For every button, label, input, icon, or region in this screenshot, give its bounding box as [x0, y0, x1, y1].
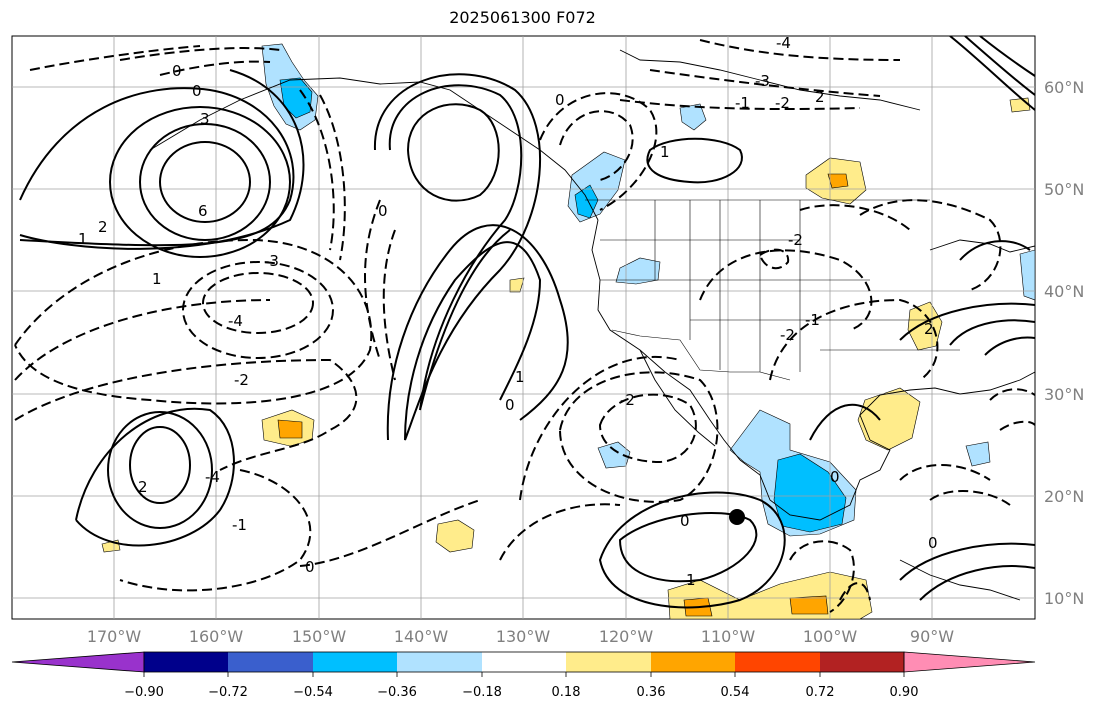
lat-label: 10°N: [1044, 589, 1084, 608]
shading-layer: [101, 43, 1035, 619]
colorbar-tick-label: −0.36: [377, 685, 417, 700]
contour-label: -2: [775, 94, 790, 112]
lat-label: 60°N: [1044, 78, 1084, 97]
lat-label: 40°N: [1044, 282, 1084, 301]
contour-label: 0: [928, 534, 938, 552]
lon-label: 90°W: [910, 627, 954, 646]
colorbar-tick-label: 0.90: [890, 685, 919, 700]
contour-label: -3: [264, 252, 279, 270]
contour-label: 0: [172, 62, 182, 80]
contour-label: 0: [505, 396, 515, 414]
lat-label: 30°N: [1044, 385, 1084, 404]
contour-label: -4: [776, 34, 791, 52]
contour-label: 2: [924, 320, 934, 338]
contour-labels: -4 -3 -2 -1 0 1 2 3 6 0 2 1 0 -2 -3 -4 0…: [78, 34, 938, 589]
contour-label: -1: [805, 311, 820, 329]
contour-label: 0: [378, 202, 388, 220]
latitude-axis: 60°N 50°N 40°N 30°N 20°N 10°N: [1044, 78, 1084, 608]
colorbar-segment: [566, 652, 651, 672]
lon-label: 110°W: [701, 627, 756, 646]
contour-label: -3: [755, 72, 770, 90]
colorbar-segment: [313, 652, 397, 672]
longitude-axis: 170°W 160°W 150°W 140°W 130°W 120°W 110°…: [87, 627, 954, 646]
contour-label: 2: [138, 478, 148, 496]
lon-label: 100°W: [803, 627, 858, 646]
contour-label: 1: [660, 143, 670, 161]
contour-label: 6: [198, 202, 208, 220]
contour-label: 0: [830, 468, 840, 486]
contour-label: 0: [680, 512, 690, 530]
contour-label: 0: [192, 82, 202, 100]
colorbar-segment: [144, 652, 228, 672]
lat-label: 20°N: [1044, 487, 1084, 506]
colorbar-segment: [735, 652, 820, 672]
colorbar-tick-label: 0.72: [806, 685, 835, 700]
contour-label: 2: [98, 218, 108, 236]
contour-label: -4: [228, 312, 243, 330]
contour-label: -2: [788, 231, 803, 249]
contour-label: 1: [515, 368, 525, 386]
colorbar-segment: [820, 652, 904, 672]
colorbar: −0.90 −0.72 −0.54 −0.36 −0.18 0.18 0.36 …: [11, 651, 1036, 700]
coastlines: [149, 49, 1035, 601]
contour-label: 1: [78, 230, 88, 248]
contour-label: 1: [686, 571, 696, 589]
contour-label: -1: [232, 516, 247, 534]
lon-label: 120°W: [599, 627, 654, 646]
dashed-contours: [14, 39, 1035, 613]
lat-label: 50°N: [1044, 180, 1084, 199]
colorbar-segment: [651, 652, 735, 672]
contour-label: 2: [815, 88, 825, 106]
contour-label: -4: [205, 468, 220, 486]
gridlines: [12, 36, 1035, 619]
lon-label: 150°W: [292, 627, 347, 646]
lon-label: 130°W: [496, 627, 551, 646]
colorbar-tick-label: 0.18: [552, 685, 581, 700]
contour-label: -2: [780, 326, 795, 344]
colorbar-tick-label: −0.72: [208, 685, 248, 700]
contour-label: 3: [200, 110, 210, 128]
colorbar-extend-right: [903, 651, 1036, 673]
colorbar-tick-label: −0.90: [124, 685, 164, 700]
colorbar-tick-label: −0.54: [293, 685, 333, 700]
contour-label: 1: [152, 270, 162, 288]
lon-label: 140°W: [394, 627, 449, 646]
lon-label: 160°W: [189, 627, 244, 646]
colorbar-tick-label: 0.36: [637, 685, 666, 700]
solid-contours: [19, 36, 1035, 609]
colorbar-segment: [397, 652, 482, 672]
colorbar-segment: [228, 652, 313, 672]
colorbar-outline: [143, 651, 905, 673]
colorbar-segment: [482, 652, 566, 672]
contour-label: -1: [735, 94, 750, 112]
political-borders: [585, 199, 960, 381]
colorbar-tick-label: 0.54: [721, 685, 750, 700]
contour-label: 0: [305, 558, 315, 576]
colorbar-ticks: [143, 672, 905, 677]
contour-label: 0: [555, 91, 565, 109]
colorbar-tick-label: −0.18: [462, 685, 502, 700]
contour-label: -2: [620, 391, 635, 409]
station-marker: [729, 509, 745, 525]
lon-label: 170°W: [87, 627, 142, 646]
map-title: 2025061300 F072: [449, 8, 596, 27]
contour-label: -2: [234, 371, 249, 389]
colorbar-extend-left: [11, 651, 145, 673]
